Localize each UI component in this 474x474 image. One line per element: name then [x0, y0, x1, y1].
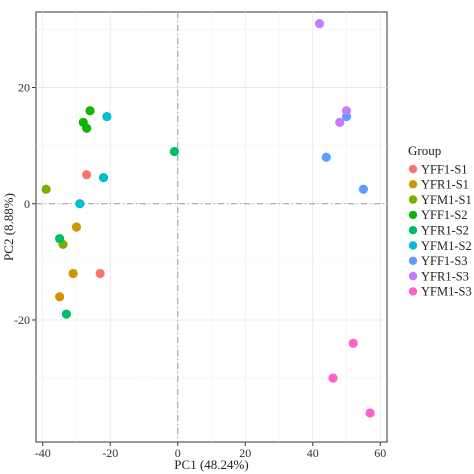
x-tick-label: 60	[374, 446, 386, 460]
data-point	[98, 173, 109, 183]
data-point	[95, 268, 105, 279]
data-point	[348, 338, 358, 348]
data-point	[82, 123, 92, 133]
data-point	[68, 268, 78, 279]
y-tick-label: 0	[24, 197, 30, 211]
legend-key	[408, 195, 418, 204]
legend-label: YFR1-S1	[421, 178, 469, 192]
x-tick-label: 40	[307, 446, 319, 460]
y-axis-ticks: -20 0 20	[14, 81, 36, 327]
data-points	[41, 19, 375, 418]
legend-key	[408, 226, 418, 235]
y-tick-label: -20	[14, 313, 30, 327]
legend-label: YFF1-S1	[421, 162, 468, 176]
x-tick-label: 0	[175, 446, 181, 460]
legend-label: YFM1-S3	[421, 285, 472, 299]
data-point	[335, 117, 345, 128]
data-point	[55, 292, 65, 302]
legend-label: YFM1-S2	[421, 239, 472, 253]
legend-key	[408, 180, 418, 189]
x-tick-label: 20	[239, 446, 251, 460]
y-tick-label: 20	[18, 81, 30, 95]
legend-label: YFR1-S2	[421, 224, 469, 238]
data-point	[365, 408, 375, 418]
x-tick-label: -20	[102, 446, 118, 460]
legend-key	[408, 287, 418, 296]
legend-label: YFR1-S3	[421, 269, 469, 283]
x-axis-title: PC1 (48.24%)	[174, 457, 248, 472]
data-point	[341, 106, 352, 116]
legend-key	[408, 164, 418, 174]
data-point	[71, 222, 82, 232]
data-point	[75, 199, 85, 209]
legend-key	[408, 241, 418, 250]
legend-key	[408, 256, 418, 265]
data-point	[102, 111, 112, 122]
data-point	[41, 184, 51, 194]
data-point	[314, 19, 325, 29]
x-axis-ticks: -40 -20 0 20 40 60	[35, 442, 386, 460]
data-point	[55, 234, 65, 244]
data-point	[328, 373, 338, 383]
legend-label: YFM1-S1	[421, 193, 472, 207]
major-gridlines	[36, 12, 387, 442]
x-tick-label: -40	[35, 446, 51, 460]
legend-title: Group	[408, 143, 441, 158]
legend-key	[408, 271, 418, 281]
data-point	[61, 309, 71, 319]
legend-label: YFF1-S2	[421, 208, 468, 222]
y-axis-title: PC2 (8.88%)	[1, 193, 16, 261]
data-point	[82, 170, 92, 180]
data-point	[358, 184, 368, 194]
data-point	[85, 106, 95, 116]
data-point	[321, 152, 331, 162]
data-point	[169, 146, 179, 157]
legend-key	[408, 210, 418, 220]
legend-label: YFF1-S3	[421, 254, 468, 268]
